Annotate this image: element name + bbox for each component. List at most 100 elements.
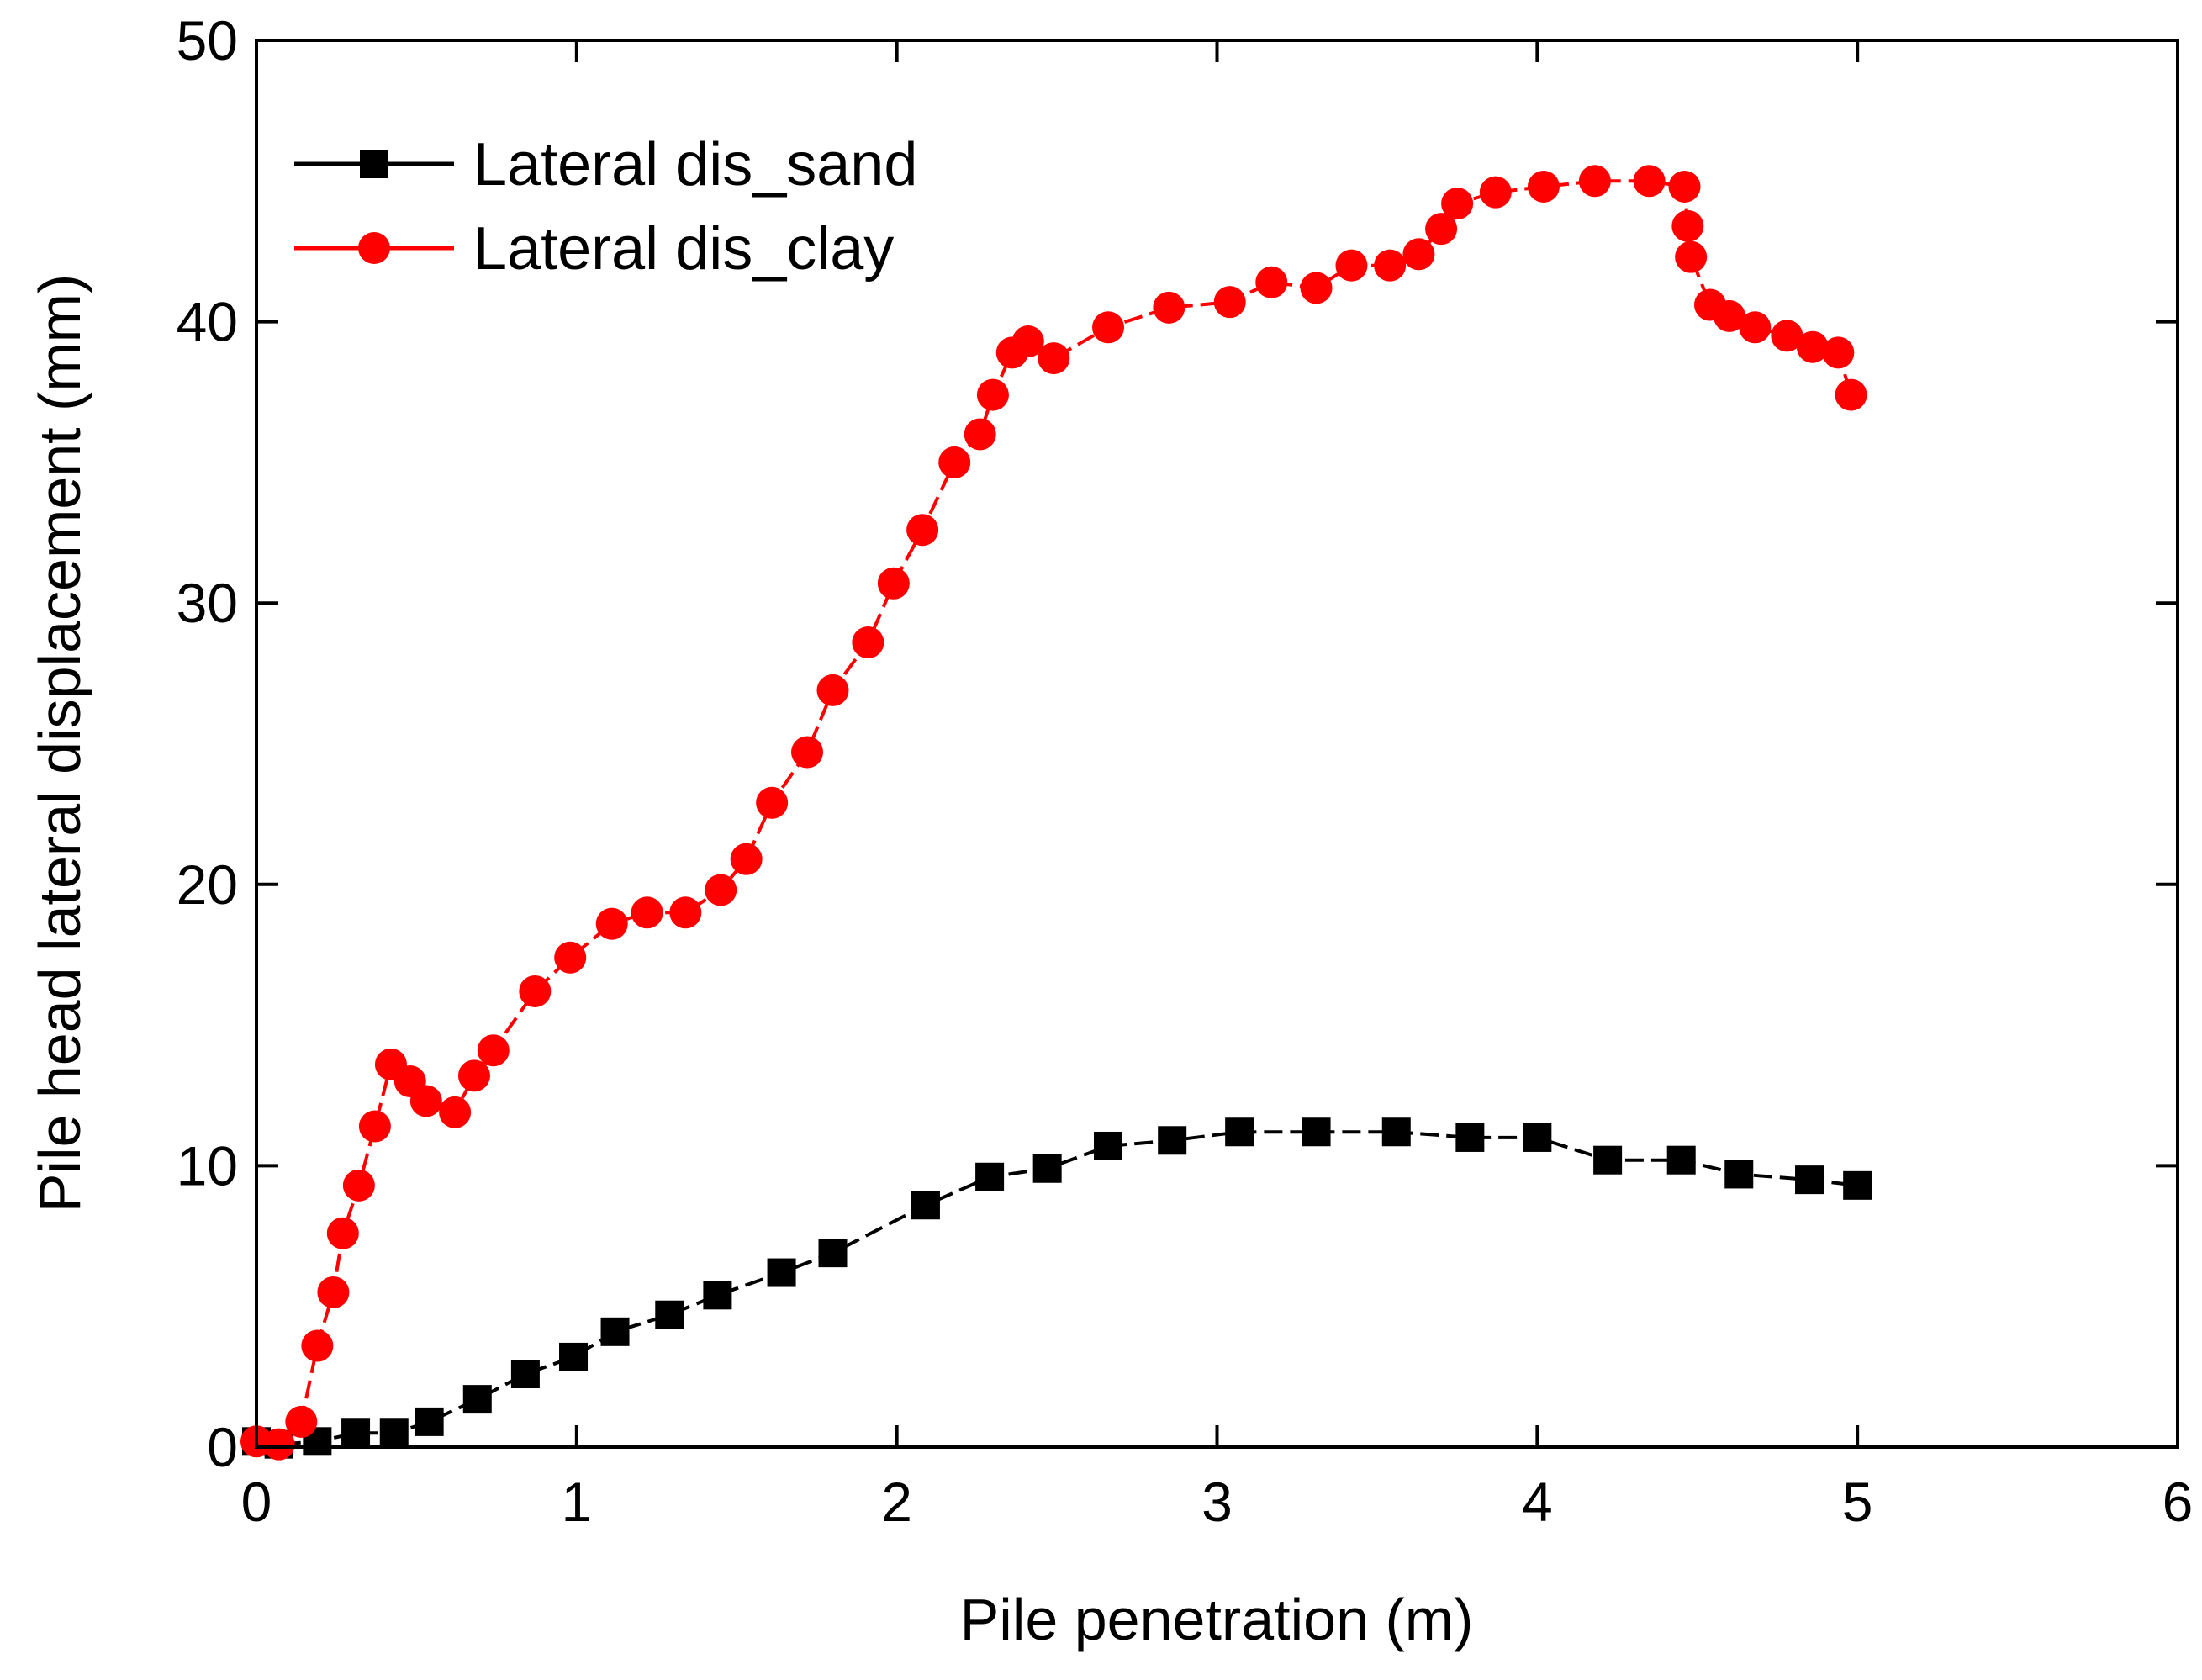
x-tick-label: 3 — [1201, 1471, 1233, 1533]
data-point — [457, 1059, 490, 1092]
data-point — [1578, 165, 1611, 198]
series-0 — [242, 1117, 1872, 1459]
data-point — [477, 1034, 510, 1067]
x-tick-label: 6 — [2162, 1471, 2194, 1533]
data-point — [1675, 240, 1708, 273]
data-point — [1011, 325, 1044, 358]
data-point — [1425, 213, 1458, 246]
data-point — [262, 1428, 295, 1461]
data-point — [791, 736, 824, 769]
data-point — [767, 1258, 796, 1287]
data-point — [1479, 176, 1512, 209]
legend-item: Lateral dis_sand — [294, 131, 917, 198]
y-tick-label: 10 — [177, 1134, 238, 1197]
data-point — [317, 1276, 350, 1308]
data-point — [705, 874, 737, 906]
x-tick-label: 1 — [561, 1471, 592, 1533]
data-point — [703, 1281, 732, 1310]
data-point — [462, 1385, 492, 1414]
data-point — [341, 1418, 371, 1448]
data-point — [1527, 170, 1560, 203]
data-point — [285, 1405, 318, 1438]
data-point — [1441, 188, 1474, 220]
data-point — [631, 896, 663, 929]
x-tick-label: 2 — [881, 1471, 912, 1533]
data-point — [1593, 1145, 1623, 1175]
data-point — [976, 378, 1009, 411]
data-point — [519, 975, 552, 1007]
data-point — [1374, 249, 1407, 282]
data-point — [301, 1329, 334, 1362]
series-layer — [240, 165, 1872, 1461]
y-tick-label: 50 — [177, 9, 238, 71]
data-point — [669, 896, 702, 929]
data-point — [510, 1360, 540, 1389]
data-point — [559, 1342, 589, 1371]
data-point — [906, 514, 939, 547]
data-point — [938, 446, 971, 478]
data-point — [816, 674, 849, 706]
data-point — [1668, 170, 1701, 203]
data-point — [1255, 266, 1288, 298]
legend-label: Lateral dis_clay — [473, 215, 894, 283]
data-point — [1633, 165, 1666, 198]
data-point — [1724, 1160, 1754, 1189]
data-point — [1796, 330, 1829, 363]
y-tick-label: 0 — [207, 1416, 238, 1478]
data-point — [409, 1085, 442, 1117]
legend: Lateral dis_sand Lateral dis_clay — [294, 131, 917, 283]
data-point — [1822, 336, 1855, 369]
series-1 — [240, 165, 1867, 1461]
data-point — [342, 1169, 375, 1202]
x-tick-label: 0 — [241, 1471, 272, 1533]
data-point — [415, 1407, 444, 1436]
data-point — [655, 1300, 684, 1329]
data-point — [730, 843, 763, 875]
data-point — [1153, 291, 1185, 324]
data-point — [1094, 1131, 1123, 1160]
data-point — [1335, 249, 1368, 282]
data-point — [1671, 209, 1704, 242]
data-point — [600, 1317, 630, 1346]
data-point — [1739, 311, 1772, 344]
data-point — [818, 1239, 848, 1268]
data-point — [1795, 1165, 1824, 1195]
data-point — [1225, 1117, 1254, 1147]
data-point — [1038, 342, 1070, 375]
data-point — [1713, 299, 1745, 332]
x-axis-title: Pile penetration (m) — [960, 1587, 1474, 1652]
data-point — [1455, 1123, 1485, 1152]
data-point — [439, 1096, 472, 1128]
data-point — [1032, 1154, 1062, 1183]
y-tick-label: 40 — [177, 291, 238, 353]
data-point — [1666, 1145, 1696, 1175]
data-point — [852, 626, 884, 659]
x-tick-label: 5 — [1842, 1471, 1873, 1533]
legend-marker — [358, 232, 390, 264]
data-point — [1523, 1123, 1552, 1152]
data-point — [911, 1191, 940, 1220]
data-point — [1158, 1126, 1187, 1155]
x-tick-label: 4 — [1522, 1471, 1553, 1533]
data-point — [379, 1418, 409, 1448]
data-point — [1402, 238, 1435, 271]
data-point — [1381, 1117, 1411, 1147]
data-point — [1843, 1170, 1872, 1200]
legend-label: Lateral dis_sand — [473, 131, 917, 198]
data-point — [326, 1217, 359, 1249]
data-point — [1300, 272, 1333, 304]
y-axis-title: Pile head lateral displacement (mm) — [27, 274, 92, 1213]
ticks-layer: 0 1 2 3 4 5 6 0 10 20 30 40 50 — [177, 9, 2194, 1533]
data-point — [595, 907, 628, 940]
legend-marker — [360, 150, 388, 178]
data-point — [975, 1162, 1005, 1191]
data-point — [877, 567, 910, 600]
data-point — [756, 786, 789, 819]
y-tick-label: 30 — [177, 572, 238, 634]
data-point — [1771, 320, 1803, 352]
data-point — [1092, 311, 1125, 344]
data-point — [1302, 1117, 1331, 1147]
data-point — [358, 1110, 391, 1143]
